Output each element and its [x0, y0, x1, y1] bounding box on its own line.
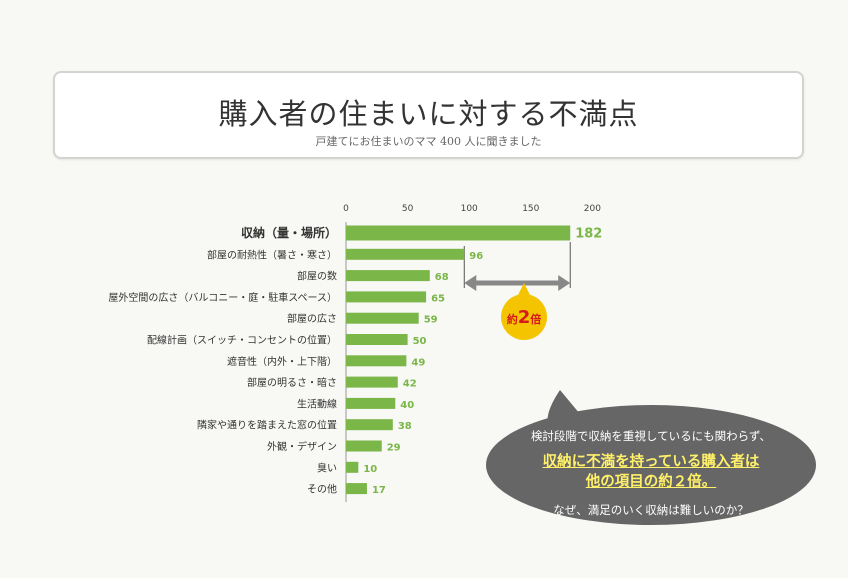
category-label: 部屋の広さ	[287, 312, 337, 325]
bar	[346, 270, 430, 282]
bar	[346, 461, 359, 473]
value-label: 96	[469, 251, 483, 262]
value-label: 17	[372, 485, 386, 496]
bar	[346, 483, 367, 495]
bubble-line-1: 検討段階で収納を重視しているにも関わらず、	[530, 429, 772, 443]
speech-bubble	[486, 405, 816, 525]
value-label: 10	[363, 464, 377, 475]
bar	[346, 440, 382, 452]
badge-circle	[501, 294, 547, 340]
bar	[346, 225, 571, 241]
value-label: 49	[411, 357, 425, 368]
category-label: 部屋の明るさ・暗さ	[247, 376, 337, 389]
bubble-highlight: 収納に不満を持っている購入者は 他の項目の約２倍。	[506, 452, 796, 492]
bar	[346, 312, 419, 324]
x-tick-label: 200	[584, 204, 601, 214]
bubble-line-3: 他の項目の約２倍。	[585, 474, 717, 490]
bar	[346, 355, 407, 367]
value-label: 50	[413, 336, 427, 347]
category-label: 配線計画（スイッチ・コンセントの位置）	[147, 334, 337, 347]
header-panel: 購入者の住まいに対する不満点 戸建てにお住まいのママ 400 人に聞きました	[53, 71, 804, 159]
bar	[346, 397, 396, 409]
x-tick-label: 100	[461, 204, 478, 214]
category-label: 遮音性（内外・上下階）	[227, 355, 337, 368]
bar	[346, 334, 408, 345]
speech-bubble-text: 検討段階で収納を重視しているにも関わらず、 収納に不満を持っている購入者は 他の…	[506, 428, 796, 518]
value-label: 38	[398, 421, 412, 432]
bar	[346, 248, 465, 260]
bubble-line-2: 収納に不満を持っている購入者は	[542, 454, 760, 470]
bar	[346, 376, 398, 388]
category-label: 屋外空間の広さ（バルコニー・庭・駐車スペース）	[108, 291, 337, 304]
bubble-line-4: なぜ、満足のいく収納は難しいのか？	[553, 503, 749, 517]
x-tick-label: 150	[522, 204, 539, 214]
badge-pointer	[517, 283, 531, 297]
value-label: 59	[424, 315, 438, 326]
value-label: 68	[435, 272, 449, 283]
category-label: 生活動線	[297, 397, 337, 410]
page-title: 購入者の住まいに対する不満点	[218, 97, 639, 131]
category-label: 外観・デザイン	[267, 440, 337, 453]
double-arrow-left-head	[464, 275, 477, 291]
category-label: 臭い	[317, 461, 337, 474]
value-label: 29	[387, 443, 401, 454]
bar	[346, 419, 393, 431]
category-label: 部屋の耐熱性（暑さ・寒さ）	[207, 248, 337, 261]
category-label: その他	[307, 483, 337, 496]
value-label: 65	[431, 293, 445, 304]
category-label: 隣家や通りを踏まえた窓の位置	[197, 419, 337, 432]
value-label: 182	[575, 227, 602, 242]
double-arrow-right-head	[558, 275, 571, 291]
value-label: 40	[400, 400, 414, 411]
x-tick-label: 0	[343, 204, 349, 214]
page-subtitle: 戸建てにお住まいのママ 400 人に聞きました	[315, 135, 542, 148]
category-label: 収納（量・場所）	[241, 225, 337, 240]
bar	[346, 291, 427, 303]
badge-label: 約2倍	[507, 307, 542, 328]
category-label: 部屋の数	[297, 270, 337, 283]
value-label: 42	[403, 379, 417, 390]
x-tick-label: 50	[402, 204, 414, 214]
